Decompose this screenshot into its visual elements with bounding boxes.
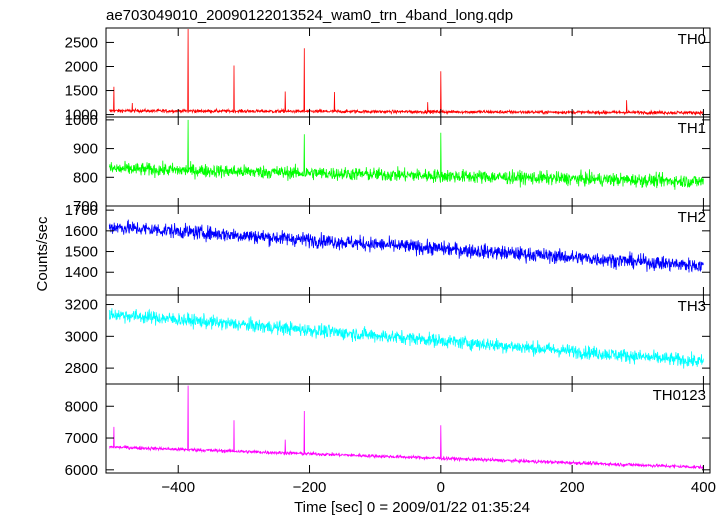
- y-tick-label: 2500: [65, 34, 98, 51]
- y-tick-label: 1500: [65, 244, 98, 261]
- y-tick-label: 1600: [65, 223, 98, 240]
- panel-th3: 2800 3000 3200 TH3: [65, 294, 711, 385]
- y-tick-label: 3200: [65, 297, 98, 314]
- panel-frame: [105, 383, 711, 474]
- y-tick-label: 900: [73, 141, 98, 158]
- y-tick-label: 7000: [65, 430, 98, 447]
- panel-label: TH3: [678, 298, 706, 315]
- x-tick-label: 200: [560, 479, 585, 496]
- y-tick-label: 800: [73, 169, 98, 186]
- y-tick-label: 1400: [65, 264, 98, 281]
- y-tick-label: 6000: [65, 462, 98, 479]
- y-tick-label: 2800: [65, 360, 98, 377]
- series-line-th2: [108, 219, 704, 273]
- panel-label: TH0: [678, 31, 706, 48]
- panel-label: TH2: [678, 209, 706, 226]
- panel-label: TH0123: [653, 387, 706, 404]
- y-tick-label: 1700: [65, 202, 98, 219]
- panel-th0: 1000 1500 2000 2500 TH0: [65, 27, 711, 124]
- y-tick-label: 3000: [65, 328, 98, 345]
- y-axis-label: Counts/sec: [34, 216, 51, 292]
- panel-th0123: 6000 7000 8000 TH0123: [65, 383, 711, 479]
- panel-th1: 700 800 900 1000 TH1: [65, 112, 711, 215]
- x-axis-label: Time [sec] 0 = 2009/01/22 01:35:24: [294, 499, 530, 516]
- series-line-th3: [108, 308, 704, 369]
- x-axis-ticks: −400 −200 0 200 400: [161, 479, 716, 496]
- chart-title: ae703049010_20090122013524_wam0_trn_4ban…: [106, 7, 513, 24]
- series-line-th1: [108, 119, 704, 190]
- y-tick-label: 700: [73, 198, 98, 215]
- panel-frame: [105, 294, 711, 385]
- x-tick-label: −200: [293, 479, 327, 496]
- series-line-th0123: [109, 385, 704, 470]
- x-tick-label: 0: [437, 479, 445, 496]
- panel-frame: [105, 205, 711, 296]
- panel-frame: [105, 116, 711, 207]
- y-tick-label: 1000: [65, 107, 98, 124]
- panel-th2: 1400 1500 1600 1700 TH2: [65, 202, 711, 296]
- panel-frame: [105, 27, 711, 118]
- x-tick-label: 400: [691, 479, 716, 496]
- y-tick-label: 1000: [65, 112, 98, 129]
- panel-label: TH1: [678, 120, 706, 137]
- y-tick-label: 8000: [65, 398, 98, 415]
- y-tick-label: 1500: [65, 83, 98, 100]
- series-line-th0: [109, 28, 704, 117]
- y-tick-label: 2000: [65, 58, 98, 75]
- x-tick-label: −400: [161, 479, 195, 496]
